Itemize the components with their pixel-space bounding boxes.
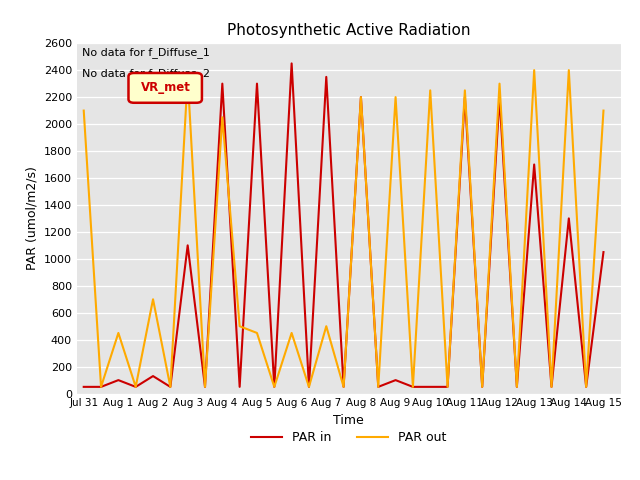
Title: Photosynthetic Active Radiation: Photosynthetic Active Radiation — [227, 23, 470, 38]
Y-axis label: PAR (umol/m2/s): PAR (umol/m2/s) — [25, 167, 38, 270]
PAR out — [426, 87, 434, 93]
Text: No data for f_Diffuse_1: No data for f_Diffuse_1 — [82, 47, 210, 58]
PAR in — [461, 94, 468, 100]
PAR in — [149, 373, 157, 379]
PAR out — [565, 67, 573, 73]
PAR in — [582, 384, 590, 390]
PAR in — [496, 94, 504, 100]
PAR in — [548, 384, 556, 390]
PAR out — [531, 67, 538, 73]
PAR out — [496, 81, 504, 86]
PAR out — [600, 108, 607, 113]
PAR out — [548, 384, 556, 390]
PAR in — [426, 384, 434, 390]
PAR out — [461, 87, 468, 93]
PAR out — [236, 324, 243, 329]
PAR out — [271, 384, 278, 390]
PAR in — [478, 384, 486, 390]
PAR out — [478, 384, 486, 390]
FancyBboxPatch shape — [129, 73, 202, 103]
PAR in — [97, 384, 105, 390]
PAR out — [444, 384, 451, 390]
PAR out — [201, 384, 209, 390]
PAR out — [166, 384, 174, 390]
PAR out — [132, 384, 140, 390]
PAR out — [582, 384, 590, 390]
PAR in — [184, 242, 191, 248]
PAR in — [201, 384, 209, 390]
PAR in — [374, 384, 382, 390]
Text: No data for f_Diffuse_2: No data for f_Diffuse_2 — [82, 68, 210, 79]
PAR in — [132, 384, 140, 390]
PAR in — [253, 81, 261, 86]
PAR out — [513, 384, 521, 390]
PAR in — [357, 94, 365, 100]
PAR in — [288, 60, 296, 66]
PAR out — [340, 384, 348, 390]
PAR out — [305, 384, 313, 390]
PAR in — [218, 81, 226, 86]
PAR in — [392, 377, 399, 383]
PAR in — [531, 162, 538, 168]
PAR out — [323, 324, 330, 329]
PAR in — [166, 384, 174, 390]
PAR out — [288, 330, 296, 336]
Legend: PAR in, PAR out: PAR in, PAR out — [245, 425, 452, 450]
PAR out — [115, 330, 122, 336]
PAR in — [409, 384, 417, 390]
PAR in — [236, 384, 243, 390]
PAR in — [600, 249, 607, 255]
PAR in — [323, 74, 330, 80]
PAR out — [149, 296, 157, 302]
X-axis label: Time: Time — [333, 414, 364, 427]
PAR out — [80, 108, 88, 113]
PAR out — [253, 330, 261, 336]
Text: VR_met: VR_met — [141, 81, 191, 94]
PAR in — [444, 384, 451, 390]
PAR out — [374, 384, 382, 390]
PAR out — [392, 94, 399, 100]
PAR in — [513, 384, 521, 390]
PAR out — [97, 384, 105, 390]
PAR out — [409, 384, 417, 390]
PAR in — [340, 384, 348, 390]
PAR in — [80, 384, 88, 390]
PAR out — [357, 94, 365, 100]
Line: PAR out: PAR out — [84, 70, 604, 387]
PAR out — [184, 74, 191, 80]
PAR in — [115, 377, 122, 383]
PAR in — [305, 384, 313, 390]
PAR in — [271, 384, 278, 390]
Line: PAR in: PAR in — [84, 63, 604, 387]
PAR out — [218, 114, 226, 120]
PAR in — [565, 216, 573, 221]
